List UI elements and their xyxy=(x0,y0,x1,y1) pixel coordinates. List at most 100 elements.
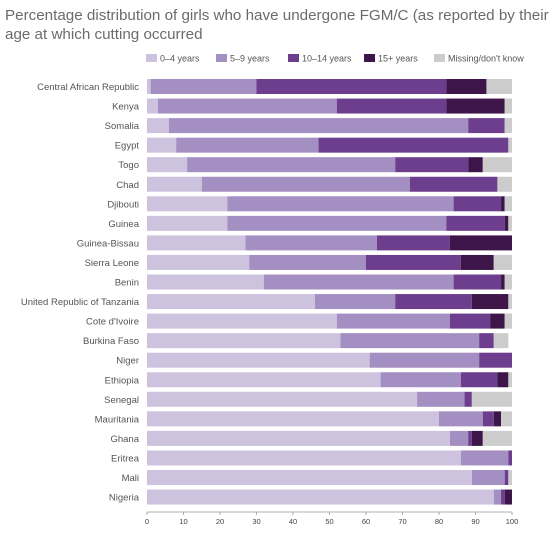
bar-segment-10-14-years xyxy=(376,235,450,251)
bar-segment-10-14-years xyxy=(318,137,509,153)
category-label: Togo xyxy=(118,160,139,171)
x-tick-label: 40 xyxy=(289,517,297,526)
category-label: Burkina Faso xyxy=(83,336,139,347)
bar-segment-15-years xyxy=(504,215,509,231)
bar-segment-15-years xyxy=(501,196,505,212)
bar-segment-15-years xyxy=(490,313,505,329)
bar-segment-15-years xyxy=(446,98,505,114)
bar-segment-5-9-years xyxy=(249,254,366,270)
bar-segment-0-4-years xyxy=(147,372,381,388)
legend-swatch-missing-don-t-know xyxy=(434,54,445,62)
category-label: United Republic of Tanzania xyxy=(21,297,140,308)
x-tick-label: 30 xyxy=(252,517,260,526)
bar-segment-missing-don-t-know xyxy=(508,372,512,388)
category-label: Chad xyxy=(116,180,139,191)
bar-segment-5-9-years xyxy=(227,215,447,231)
x-tick-label: 70 xyxy=(398,517,406,526)
bar-segment-0-4-years xyxy=(147,235,246,251)
category-label: Ethiopia xyxy=(105,375,140,386)
chart-title-line-1: Percentage distribution of girls who hav… xyxy=(5,7,550,24)
legend-swatch-5-9-years xyxy=(216,54,227,62)
bar-segment-0-4-years xyxy=(147,98,158,114)
bar-segment-15-years xyxy=(471,294,509,310)
category-label: Eritrea xyxy=(111,453,140,464)
bar-segment-missing-don-t-know xyxy=(504,274,512,290)
category-label: Kenya xyxy=(112,102,140,113)
bar-segment-5-9-years xyxy=(417,391,465,407)
bar-segment-5-9-years xyxy=(227,196,454,212)
bar-segment-15-years xyxy=(449,235,512,251)
legend-label-missing-don-t-know: Missing/don't know xyxy=(448,54,524,64)
bar-segment-15-years xyxy=(468,157,483,173)
bar-segment-missing-don-t-know xyxy=(504,313,512,329)
category-label: Senegal xyxy=(104,395,139,406)
bar-segment-missing-don-t-know xyxy=(493,254,512,270)
bar-segment-5-9-years xyxy=(471,470,505,485)
bar-segment-5-9-years xyxy=(340,333,480,349)
bar-segment-10-14-years xyxy=(501,489,505,505)
bar-segment-0-4-years xyxy=(147,215,228,231)
bar-segment-15-years xyxy=(493,411,502,427)
category-label: Benin xyxy=(115,278,139,289)
x-tick-label: 50 xyxy=(325,517,333,526)
bar-segment-5-9-years xyxy=(460,450,509,466)
bar-segment-15-years xyxy=(504,489,512,505)
legend-label-5-9-years: 5–9 years xyxy=(230,54,270,64)
bar-segment-0-4-years xyxy=(147,157,188,173)
category-label: Niger xyxy=(116,356,139,367)
x-tick-label: 100 xyxy=(506,517,519,526)
bar-segment-0-4-years xyxy=(147,333,341,349)
category-label: Cote d'Ivoire xyxy=(86,317,139,328)
bar-segment-5-9-years xyxy=(201,176,410,192)
legend-label-10-14-years: 10–14 years xyxy=(302,54,352,64)
bar-segment-0-4-years xyxy=(147,489,494,505)
bar-segment-0-4-years xyxy=(147,294,315,310)
category-label: Ghana xyxy=(110,434,139,445)
bar-segment-10-14-years xyxy=(479,352,512,368)
bar-segment-5-9-years xyxy=(493,489,502,505)
x-tick-label: 10 xyxy=(179,517,187,526)
category-label: Central African Republic xyxy=(37,82,139,93)
legend-swatch-10-14-years xyxy=(288,54,299,62)
legend-swatch-15-years xyxy=(364,54,375,62)
category-label: Mauritania xyxy=(95,414,140,425)
bar-segment-10-14-years xyxy=(468,430,472,446)
bar-segment-0-4-years xyxy=(147,391,418,407)
bar-segment-0-4-years xyxy=(147,313,337,329)
bar-segment-10-14-years xyxy=(366,254,461,270)
bar-segment-0-4-years xyxy=(147,450,461,466)
bar-segment-10-14-years xyxy=(446,215,505,231)
bar-segment-missing-don-t-know xyxy=(508,294,512,310)
bar-segment-missing-don-t-know xyxy=(504,118,512,134)
bar-segment-5-9-years xyxy=(439,411,483,427)
bars xyxy=(147,79,512,505)
bar-segment-10-14-years xyxy=(336,98,447,114)
bar-segment-5-9-years xyxy=(157,98,337,114)
bar-segment-10-14-years xyxy=(482,411,494,427)
legend-label-15-years: 15+ years xyxy=(378,54,418,64)
bar-segment-10-14-years xyxy=(395,294,472,310)
bar-segment-10-14-years xyxy=(460,372,498,388)
category-label: Mali xyxy=(122,473,139,484)
category-label: Guinea xyxy=(108,219,139,230)
bar-segment-missing-don-t-know xyxy=(508,470,512,485)
legend: 0–4 years 5–9 years 10–14 years 15+ years Mi… xyxy=(146,54,524,64)
category-label: Nigeria xyxy=(109,493,140,504)
bar-segment-0-4-years xyxy=(147,79,151,94)
bar-segment-missing-don-t-know xyxy=(501,411,512,427)
bar-segment-5-9-years xyxy=(168,118,469,134)
x-tick-label: 90 xyxy=(471,517,479,526)
bar-segment-10-14-years xyxy=(453,196,502,212)
bar-segment-missing-don-t-know xyxy=(486,79,512,94)
bar-segment-5-9-years xyxy=(187,157,396,173)
bar-segment-missing-don-t-know xyxy=(497,176,512,192)
bar-segment-15-years xyxy=(471,430,483,446)
bar-segment-0-4-years xyxy=(147,176,202,192)
bar-segment-0-4-years xyxy=(147,430,450,446)
bar-segment-5-9-years xyxy=(314,294,396,310)
x-tick-label: 0 xyxy=(145,517,149,526)
bar-segment-10-14-years xyxy=(464,391,472,407)
bar-segment-missing-don-t-know xyxy=(504,196,512,212)
bar-segment-10-14-years xyxy=(504,470,509,485)
